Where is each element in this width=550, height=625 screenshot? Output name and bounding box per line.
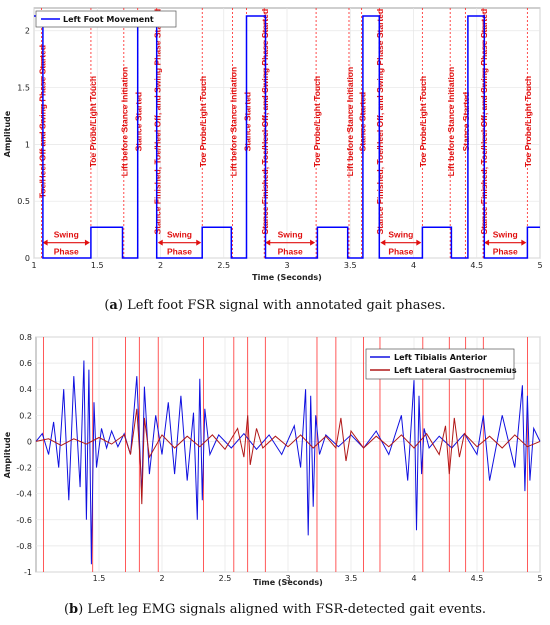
panel-a-gait-annotation: Stance Started: [242, 92, 252, 152]
panel-a-gait-annotation: Lift before Stance Initiation: [345, 67, 355, 177]
panel-a-x-axis-label: Time (Seconds): [252, 273, 322, 282]
panel-a-gait-annotation: Toe Probe/Light Touch: [312, 76, 322, 167]
panel-a-x-tick-label: 3.5: [344, 261, 357, 270]
panel-a-x-tick-label: 1: [31, 261, 36, 270]
panel-b-y-tick-label: 0: [27, 437, 32, 446]
panel-b-label: b: [69, 602, 79, 617]
panel-b-y-tick-label: -0.8: [16, 542, 32, 551]
panel-a-y-tick-label: 2: [25, 27, 30, 36]
panel-a-swing-label: Phase: [493, 247, 518, 257]
panel-a-x-tick-label: 2.5: [217, 261, 230, 270]
panel-a-caption-text: Left foot FSR signal with annotated gait…: [127, 298, 446, 313]
panel-a-swing-arrowhead: [310, 239, 316, 246]
panel-a-gait-annotation: Toe Probe/Light Touch: [418, 76, 428, 167]
panel-a-swing-label: Phase: [167, 247, 192, 257]
panel-a-gait-annotation: Lift before Stance Initiation: [228, 67, 238, 177]
panel-a-gait-annotation: Lift before Stance Initiation: [446, 67, 456, 177]
panel-a-y-tick-label: 1.5: [17, 84, 30, 93]
panel-b-y-tick-label: -0.6: [16, 516, 32, 525]
panel-a-gait-annotation: Stance Started: [134, 92, 144, 152]
panel-a-gait-annotation: Stance Finished, Toe/Heel Off, and Swing…: [153, 9, 163, 235]
panel-a-swing-label: Swing: [493, 230, 518, 240]
panel-b-y-tick-label: 0.8: [19, 333, 32, 342]
panel-b-x-tick-label: 3: [285, 574, 290, 583]
panel-a-label: a: [109, 298, 118, 313]
panel-a-gait-annotation: Stance Finished, Toe/Heel Off, and Swing…: [375, 9, 385, 235]
panel-b-series-line-0: [35, 360, 541, 565]
panel-a-swing-arrowhead: [380, 239, 386, 246]
panel-b-x-tick-label: 4: [411, 574, 416, 583]
panel-a-y-tick-label: 0.5: [17, 197, 30, 206]
panel-a-swing-label: Swing: [167, 230, 192, 240]
panel-b-x-tick-label: 5: [537, 574, 542, 583]
panel-b-chart: 1.5 2 2.5 3 3.5 4 4.5 5 0.8 0.6 0.4 0.2 0 -0.2 -0.4 -0.…: [3, 333, 543, 587]
panel-a-x-tick-label: 5: [537, 261, 542, 270]
panel-b-y-tick-label: -1: [24, 568, 32, 577]
panel-b-x-tick-label: 4.5: [471, 574, 484, 583]
panel-a-swing-label: Phase: [388, 247, 413, 257]
panel-b-y-tick-label: 0.2: [19, 411, 32, 420]
panel-a-y-tick-label: 1: [25, 140, 30, 149]
panel-a-gait-annotation: Toe Probe/Light Touch: [198, 76, 208, 167]
panel-b-legend: Left Tibialis Anterior Left Lateral Gast…: [365, 348, 517, 380]
panel-a-swing-arrowhead: [484, 239, 490, 246]
panel-a-swing-arrowhead: [196, 239, 202, 246]
panel-b-y-tick-label: 0.4: [19, 385, 32, 394]
panel-a-swing-arrowhead: [521, 239, 527, 246]
panel-b-legend-label-gastrocnemius: Left Lateral Gastrocnemius: [394, 366, 517, 375]
panel-a-swing-label: Phase: [278, 247, 303, 257]
panel-a-swing-arrowhead: [84, 239, 90, 246]
panel-a-gait-annotation: Stance Started: [461, 92, 471, 152]
panel-b-x-tick-label: 3.5: [345, 574, 358, 583]
panel-a-x-tick-label: 2: [158, 261, 163, 270]
panel-b-y-axis-label: Amplitude: [3, 431, 12, 478]
panel-a-caption: (a) Left foot FSR signal with annotated …: [104, 298, 446, 313]
panel-a-y-tick-label: 0: [25, 254, 30, 263]
panel-b-x-tick-label: 2.5: [219, 574, 232, 583]
panel-a-swing-label: Swing: [54, 230, 79, 240]
panel-b-x-tick-label: 2: [159, 574, 164, 583]
panel-a-x-tick-label: 1.5: [91, 261, 104, 270]
panel-a-swing-arrowhead: [157, 239, 163, 246]
panel-b-y-tick-label: -0.4: [16, 490, 32, 499]
panel-b-x-axis-label: Time (Seconds): [253, 578, 323, 587]
panel-a-gait-annotation: Toe Probe/Light Touch: [523, 76, 533, 167]
panel-a-gait-annotation: Lift before Stance Initiation: [120, 67, 130, 177]
panel-b-caption-text: Left leg EMG signals aligned with FSR-de…: [87, 602, 487, 617]
panel-b-y-tick-label: -0.2: [16, 464, 32, 473]
panel-a-x-tick-label: 3: [284, 261, 289, 270]
panel-b-series-line-1: [35, 408, 541, 505]
panel-b-caption: (b) Left leg EMG signals aligned with FS…: [63, 602, 487, 617]
panel-a-y-axis-label: Amplitude: [3, 110, 12, 157]
panel-a-swing-label: Swing: [278, 230, 303, 240]
panel-a-legend-label: Left Foot Movement: [63, 15, 154, 24]
panel-a-x-tick-label: 4.5: [470, 261, 483, 270]
panel-a-gait-annotation: Toe Probe/Light Touch: [88, 76, 98, 167]
panel-a-series-line: [34, 15, 540, 259]
panel-a-x-tick-label: 4: [411, 261, 416, 270]
panel-a-swing-label: Swing: [388, 230, 413, 240]
panel-a-swing-label: Phase: [54, 247, 79, 257]
panel-b-legend-label-tibialis: Left Tibialis Anterior: [394, 353, 487, 362]
panel-a-swing-arrowhead: [416, 239, 422, 246]
panel-a-swing-arrowhead: [42, 239, 48, 246]
panel-a-chart: Toe/Heel Off and Swing Phase Started Toe …: [3, 7, 543, 282]
panel-b-y-tick-label: 0.6: [19, 359, 32, 368]
panel-a-legend: Left Foot Movement: [35, 10, 177, 28]
panel-a-swing-arrowhead: [265, 239, 271, 246]
panel-b-x-tick-label: 1.5: [93, 574, 106, 583]
